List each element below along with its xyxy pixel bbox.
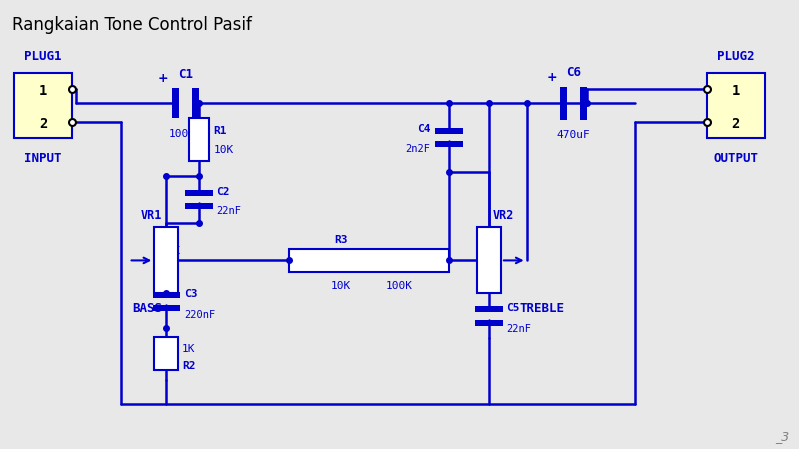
Text: C3: C3 [184,289,197,299]
Text: 100K: 100K [156,246,181,256]
Text: 22nF: 22nF [507,324,531,334]
Text: C4: C4 [417,124,431,134]
Bar [475,320,503,326]
Bar [192,88,199,118]
Text: C2: C2 [217,187,230,197]
Bar [153,292,180,298]
Bar [477,228,501,293]
Text: PLUG1: PLUG1 [25,50,62,63]
Text: C1: C1 [178,68,193,81]
Text: 220nF: 220nF [184,310,215,320]
Text: C5: C5 [507,304,520,313]
Bar [185,190,213,196]
Text: +: + [547,71,557,84]
Text: 100uF: 100uF [169,129,202,139]
Bar [435,141,463,147]
Text: 1K: 1K [182,344,196,354]
Text: R1: R1 [213,126,227,136]
Text: BASS: BASS [132,302,162,315]
Text: 2n2F: 2n2F [406,144,431,154]
Bar [580,87,587,120]
Text: 1: 1 [39,84,47,98]
Bar [154,338,178,370]
Text: PLUG2: PLUG2 [718,50,754,63]
Text: 22nF: 22nF [217,206,241,216]
Bar [172,88,179,118]
Text: 1: 1 [732,84,740,98]
Text: C6: C6 [566,66,581,79]
Text: 2: 2 [732,117,740,131]
Bar [289,249,449,272]
Text: TREBLE: TREBLE [519,302,564,315]
Text: 100K: 100K [386,281,413,291]
Bar [560,87,567,120]
Text: R3: R3 [335,235,348,245]
Bar [435,128,463,134]
Text: VR2: VR2 [493,208,515,221]
Bar [707,73,765,138]
Text: INPUT: INPUT [25,152,62,165]
Bar [153,305,180,311]
Text: 10K: 10K [331,281,352,291]
Text: _3: _3 [775,430,789,443]
Bar [189,118,209,161]
Text: OUTPUT: OUTPUT [714,152,758,165]
Text: 2: 2 [39,117,47,131]
Text: Rangkaian Tone Control Pasif: Rangkaian Tone Control Pasif [12,17,252,35]
Bar [14,73,72,138]
Text: 470uF: 470uF [557,130,590,140]
Text: +: + [158,72,169,85]
Bar [185,203,213,209]
Bar [475,306,503,312]
Text: R2: R2 [182,361,196,371]
Text: 10K: 10K [213,145,233,155]
Text: VR1: VR1 [141,208,162,221]
Bar [154,228,178,293]
